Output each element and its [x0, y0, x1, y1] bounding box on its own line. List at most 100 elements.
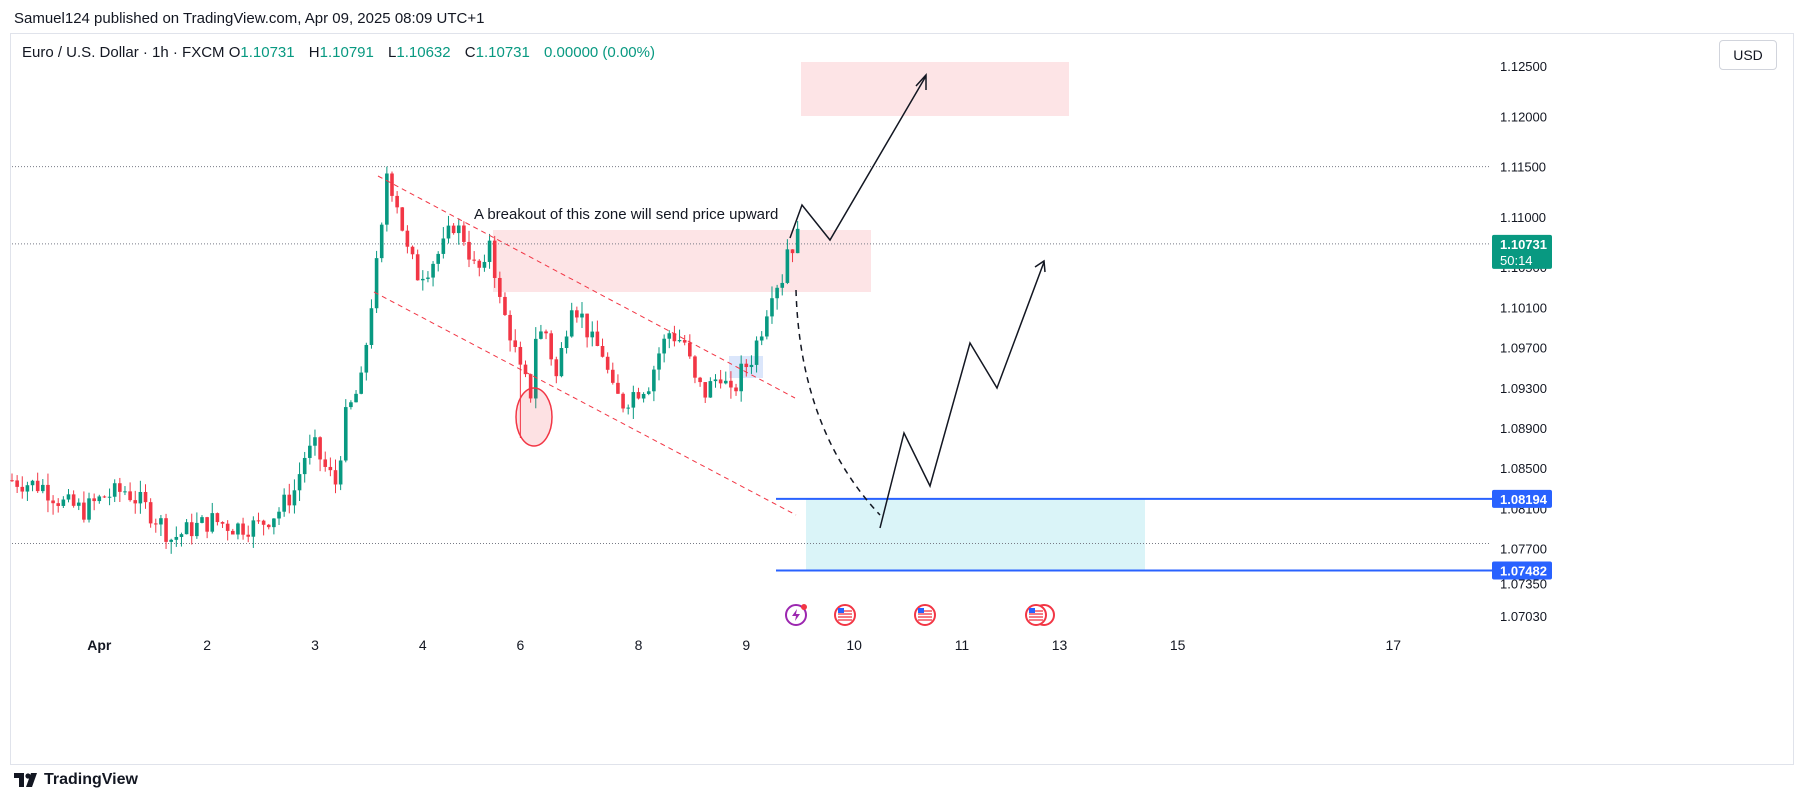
- candle-body[interactable]: [462, 225, 466, 242]
- candle-body[interactable]: [313, 437, 317, 446]
- candle-body[interactable]: [266, 524, 271, 528]
- candle-body[interactable]: [148, 502, 153, 524]
- candle-body[interactable]: [575, 310, 579, 318]
- bullish-projection-path[interactable]: [789, 75, 927, 242]
- candle-body[interactable]: [795, 228, 800, 254]
- candle-body[interactable]: [482, 261, 487, 268]
- symbol-name[interactable]: Euro / U.S. Dollar · 1h · FXCM: [22, 44, 225, 61]
- candle-body[interactable]: [71, 494, 76, 506]
- candle-body[interactable]: [390, 173, 394, 196]
- candle-body[interactable]: [112, 483, 117, 497]
- candle-body[interactable]: [338, 460, 343, 485]
- candle-body[interactable]: [92, 498, 96, 502]
- candle-body[interactable]: [359, 372, 363, 394]
- candle-body[interactable]: [405, 230, 410, 247]
- candle-body[interactable]: [200, 517, 204, 523]
- channel-lower-line[interactable]: [373, 291, 797, 516]
- candle-body[interactable]: [677, 340, 682, 342]
- candle-body[interactable]: [682, 340, 687, 343]
- breakout-zone[interactable]: [493, 230, 871, 292]
- candle-body[interactable]: [749, 364, 754, 368]
- candle-body[interactable]: [328, 466, 333, 471]
- candle-body[interactable]: [729, 380, 733, 388]
- candle-body[interactable]: [292, 490, 297, 506]
- candle-body[interactable]: [169, 539, 173, 542]
- candle-body[interactable]: [251, 520, 256, 537]
- candle-body[interactable]: [76, 502, 81, 506]
- candle-body[interactable]: [400, 207, 405, 231]
- candle-body[interactable]: [41, 484, 45, 492]
- candle-body[interactable]: [97, 496, 102, 502]
- candle-body[interactable]: [723, 380, 728, 384]
- candle-body[interactable]: [528, 374, 533, 399]
- candle-body[interactable]: [318, 437, 322, 460]
- candle-body[interactable]: [153, 523, 158, 525]
- candle-body[interactable]: [261, 520, 266, 525]
- candle-body[interactable]: [323, 459, 328, 467]
- candle-body[interactable]: [30, 480, 35, 486]
- candle-body[interactable]: [369, 308, 374, 345]
- candle-body[interactable]: [734, 387, 738, 392]
- candle-body[interactable]: [15, 480, 19, 487]
- candle-body[interactable]: [646, 391, 651, 394]
- candle-body[interactable]: [765, 316, 769, 337]
- candle-body[interactable]: [231, 530, 235, 535]
- candle-body[interactable]: [605, 356, 610, 370]
- candle-body[interactable]: [246, 534, 251, 537]
- candle-body[interactable]: [713, 379, 718, 382]
- candle-body[interactable]: [759, 336, 764, 341]
- candle-body[interactable]: [118, 483, 122, 492]
- candle-body[interactable]: [128, 491, 132, 501]
- candle-body[interactable]: [775, 287, 779, 299]
- candle-body[interactable]: [159, 518, 163, 525]
- candle-body[interactable]: [703, 382, 708, 398]
- candle-body[interactable]: [143, 491, 148, 503]
- candle-body[interactable]: [138, 491, 143, 504]
- candle-body[interactable]: [472, 259, 476, 261]
- candle-body[interactable]: [585, 313, 589, 338]
- candle-body[interactable]: [554, 359, 559, 377]
- candle-body[interactable]: [410, 246, 415, 255]
- candle-body[interactable]: [164, 518, 168, 542]
- candle-body[interactable]: [539, 331, 543, 339]
- candle-body[interactable]: [236, 523, 240, 535]
- candle-body[interactable]: [287, 494, 292, 506]
- candle-body[interactable]: [616, 382, 620, 394]
- candle-body[interactable]: [688, 342, 692, 357]
- candle-body[interactable]: [241, 523, 245, 535]
- candle-body[interactable]: [785, 249, 790, 283]
- candle-body[interactable]: [487, 240, 492, 262]
- candle-body[interactable]: [343, 407, 348, 461]
- candle-body[interactable]: [636, 392, 641, 399]
- candle-body[interactable]: [533, 338, 538, 399]
- candle-body[interactable]: [256, 520, 261, 522]
- candle-body[interactable]: [51, 500, 55, 504]
- candle-body[interactable]: [364, 344, 369, 373]
- candle-body[interactable]: [626, 407, 630, 409]
- candle-body[interactable]: [297, 474, 302, 491]
- candle-body[interactable]: [780, 282, 785, 288]
- candle-body[interactable]: [657, 353, 661, 370]
- candle-body[interactable]: [492, 240, 497, 278]
- candle-body[interactable]: [225, 523, 230, 531]
- candle-body[interactable]: [421, 278, 425, 281]
- candle-body[interactable]: [441, 238, 446, 254]
- candle-body[interactable]: [549, 333, 553, 360]
- candle-body[interactable]: [667, 333, 672, 339]
- candle-body[interactable]: [184, 522, 189, 535]
- candle-body[interactable]: [272, 518, 276, 528]
- candle-body[interactable]: [349, 402, 353, 408]
- candle-body[interactable]: [35, 480, 40, 492]
- candle-body[interactable]: [385, 173, 389, 225]
- candle-body[interactable]: [508, 314, 512, 341]
- candle-body[interactable]: [600, 346, 605, 357]
- candle-body[interactable]: [564, 336, 569, 349]
- candle-body[interactable]: [754, 340, 759, 365]
- candle-body[interactable]: [744, 363, 749, 368]
- candle-body[interactable]: [467, 241, 471, 260]
- candle-body[interactable]: [503, 296, 507, 315]
- candle-body[interactable]: [354, 393, 358, 403]
- candle-body[interactable]: [698, 377, 702, 383]
- candle-body[interactable]: [133, 500, 138, 504]
